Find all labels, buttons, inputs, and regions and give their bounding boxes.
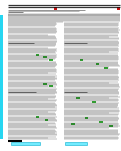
Bar [99,121,103,123]
Bar [54,7,57,10]
Bar [49,85,53,87]
Bar [76,97,80,99]
Bar [65,142,87,145]
Bar [96,63,99,65]
Bar [0,15,3,139]
Bar [85,117,88,119]
Bar [11,142,40,145]
Bar [117,7,120,10]
Bar [43,56,47,58]
Bar [49,59,53,61]
Bar [80,59,83,61]
Bar [43,83,47,85]
Bar [36,116,39,118]
Bar [92,101,96,103]
Bar [71,123,75,125]
Bar [45,119,48,121]
Bar [104,67,108,69]
Bar [109,125,113,127]
Bar [36,54,39,56]
